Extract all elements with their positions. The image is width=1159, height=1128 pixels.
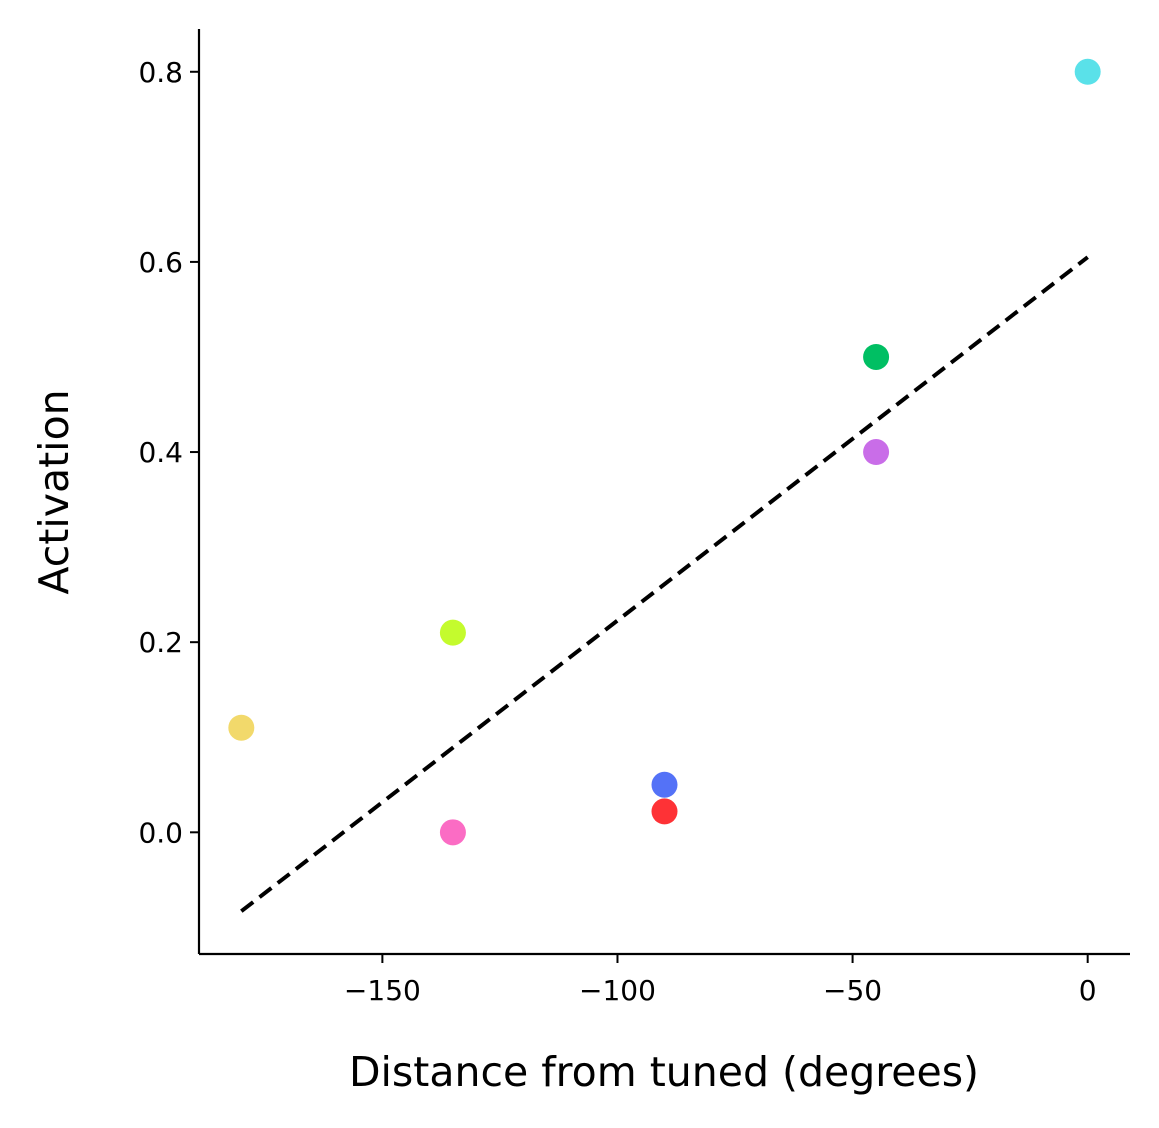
data-point xyxy=(651,798,678,825)
y-axis-label: Activation xyxy=(30,389,78,594)
y-tick-label: 0.8 xyxy=(138,56,183,89)
data-point xyxy=(863,439,890,466)
x-axis-label: Distance from tuned (degrees) xyxy=(349,1048,979,1096)
fit-line xyxy=(240,255,1089,913)
y-tick-label: 0.0 xyxy=(138,816,183,849)
data-point xyxy=(1074,58,1101,85)
ticks: −150 −100 −50 0 0.0 0.2 0.4 0.6 0.8 xyxy=(138,56,1096,1007)
y-tick-label: 0.2 xyxy=(138,626,183,659)
data-point xyxy=(651,771,678,798)
plot-area xyxy=(228,58,1101,913)
x-tick-label: −150 xyxy=(344,974,421,1007)
y-tick-label: 0.6 xyxy=(138,246,183,279)
data-point xyxy=(439,819,466,846)
y-tick-label: 0.4 xyxy=(138,436,183,469)
x-tick-label: 0 xyxy=(1079,974,1097,1007)
data-point xyxy=(228,714,255,741)
data-point xyxy=(439,619,466,646)
data-point xyxy=(863,343,890,370)
axes xyxy=(197,29,1130,956)
x-tick-label: −50 xyxy=(823,974,882,1007)
x-tick-label: −100 xyxy=(579,974,656,1007)
